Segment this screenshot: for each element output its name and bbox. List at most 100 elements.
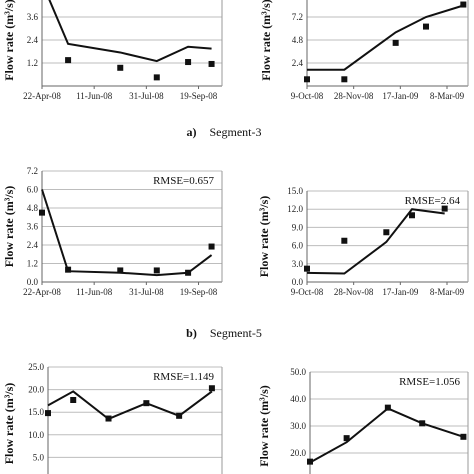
rmse-label: RMSE=1.056 (399, 376, 460, 388)
y-tick-label: 25.0 (28, 362, 44, 372)
y-axis-label: Flow rate (m³/s) (2, 186, 16, 268)
y-tick-label: 20.0 (290, 448, 306, 458)
data-point (176, 412, 183, 419)
x-tick-label: 11-Jun-08 (76, 91, 113, 101)
x-tick-label: 31-Jul-08 (129, 91, 164, 101)
y-tick-label: 2.4 (27, 240, 39, 250)
x-tick-label: 11-Jun-08 (76, 287, 113, 297)
data-point (105, 415, 112, 422)
y-tick-label: 4.8 (27, 203, 39, 213)
y-axis-label: Flow rate (m³/s) (257, 196, 271, 278)
y-tick-label: 1.2 (27, 259, 38, 269)
y-tick-label: 3.6 (27, 12, 39, 22)
data-point (423, 23, 429, 30)
y-tick-label: 15.0 (28, 407, 44, 417)
rmse-label: RMSE=2.64 (405, 195, 461, 207)
y-tick-label: 0.0 (27, 277, 39, 287)
y-tick-label: 7.2 (292, 12, 303, 22)
y-tick-label: 3.0 (292, 259, 304, 269)
data-point (185, 59, 192, 66)
data-point (307, 458, 313, 465)
data-point (343, 435, 350, 442)
data-point (185, 269, 192, 276)
data-point (117, 267, 124, 274)
data-point (117, 64, 124, 71)
x-tick-label: 9-Oct-08 (291, 91, 324, 101)
rmse-label: RMSE=1.149 (153, 371, 214, 383)
x-tick-label: 17-Jan-09 (382, 287, 418, 297)
data-point (304, 76, 310, 83)
x-tick-label: 17-Jan-09 (382, 91, 418, 101)
caption-a-letter: a) (187, 125, 197, 139)
y-tick-label: 6.0 (27, 185, 39, 195)
chart-panel-segment-3-left: 1.2 2.4 3.6 22-Apr-08 11-Jun-08 31-Jul-08 19-S… (2, 0, 223, 101)
data-point (208, 60, 215, 67)
series-line (306, 208, 445, 275)
x-tick-label: 8-Mar-09 (430, 91, 465, 101)
series-line (48, 0, 212, 63)
x-tick-label: 31-Jul-08 (129, 287, 164, 297)
y-tick-label: 7.2 (27, 166, 38, 176)
data-point (460, 433, 467, 440)
x-tick-label: 28-Nov-08 (334, 91, 374, 101)
caption-b-letter: b) (186, 326, 197, 340)
x-tick-label: 22-Apr-08 (23, 287, 61, 297)
chart-panel-segment-3-right: 2.4 4.8 7.2 9-Oct-08 28-Nov-08 17-Jan-09 8-Mar… (259, 0, 469, 101)
y-tick-label: 50.0 (290, 367, 306, 377)
x-tick-label: 28-Nov-08 (334, 287, 374, 297)
data-point (441, 205, 448, 212)
data-point (460, 1, 467, 8)
y-tick-label: 6.0 (292, 241, 304, 251)
data-point (419, 420, 426, 427)
y-tick-label: 2.4 (27, 35, 39, 45)
y-tick-label: 1.2 (27, 58, 38, 68)
y-tick-label: 30.0 (290, 421, 306, 431)
y-tick-label: 10.0 (28, 430, 44, 440)
data-point (208, 385, 215, 392)
x-tick-label: 19-Sep-08 (180, 287, 218, 297)
x-tick-label: 8-Mar-09 (430, 287, 465, 297)
series-line (41, 189, 213, 277)
data-point (341, 237, 348, 244)
series-line (307, 4, 464, 71)
caption-a: a) Segment-3 (187, 125, 262, 139)
chart-panel-segment-5-left: 0.0 1.2 2.4 3.6 4.8 6.0 7.2 22-Apr-08 11-Jun-08 3… (2, 166, 223, 297)
y-tick-label: 15.0 (287, 186, 303, 196)
y-axis-label: Flow rate (m³/s) (257, 385, 271, 467)
data-point (409, 212, 415, 219)
data-point (153, 74, 160, 81)
data-point (65, 266, 72, 273)
data-point (341, 76, 348, 83)
data-point (70, 396, 77, 403)
data-point (45, 410, 51, 417)
caption-b-text: Segment-5 (210, 326, 262, 340)
y-tick-label: 5.0 (33, 452, 45, 462)
data-point (65, 57, 72, 64)
y-tick-label: 3.6 (27, 222, 39, 232)
rmse-label: RMSE=0.657 (153, 175, 214, 187)
y-axis-label: Flow rate (m³/s) (2, 383, 16, 465)
series-line (309, 407, 464, 464)
caption-a-text: Segment-3 (210, 125, 262, 139)
y-tick-label: 40.0 (290, 394, 306, 404)
data-point (153, 267, 160, 274)
data-point (384, 404, 391, 411)
data-point (39, 209, 45, 216)
y-tick-label: 4.8 (292, 35, 304, 45)
x-tick-label: 22-Apr-08 (23, 91, 61, 101)
y-tick-label: 0.0 (292, 277, 304, 287)
y-tick-label: 2.4 (292, 58, 304, 68)
y-tick-label: 12.0 (287, 204, 303, 214)
data-point (383, 229, 390, 236)
y-axis-label: Flow rate (m³/s) (259, 0, 273, 81)
series-line (47, 390, 213, 421)
x-tick-label: 9-Oct-08 (291, 287, 324, 297)
caption-b: b) Segment-5 (186, 326, 262, 340)
x-tick-label: 19-Sep-08 (180, 91, 218, 101)
data-point (392, 39, 399, 46)
data-point (208, 243, 215, 250)
y-tick-label: 9.0 (292, 222, 304, 232)
data-point (304, 265, 310, 272)
chart-panel-segment-7-left: 5.0 10.0 15.0 20.0 25.0 Flow rate (m³/s) RMSE=… (2, 362, 223, 474)
